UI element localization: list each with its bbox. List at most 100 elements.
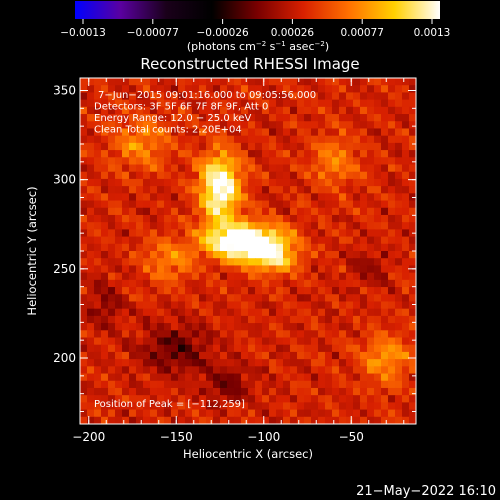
heat-cell (304, 294, 312, 303)
heat-cell (192, 85, 200, 94)
heat-cell (80, 272, 88, 281)
heat-cell (402, 380, 410, 389)
heat-cell (206, 409, 214, 418)
heat-cell (381, 222, 389, 230)
heat-cell (360, 214, 368, 223)
heat-cell (283, 387, 291, 396)
heat-cell (332, 373, 340, 382)
heat-cell (332, 344, 340, 353)
heat-cell (199, 344, 207, 353)
x-tick-label: −100 (247, 430, 280, 444)
heat-cell (360, 114, 368, 122)
heat-cell (241, 99, 249, 108)
heat-cell (311, 265, 319, 274)
heat-cell (199, 315, 207, 324)
heat-cell (332, 323, 340, 331)
heat-cell (213, 409, 221, 418)
heat-cell (241, 402, 249, 411)
heat-cell (262, 258, 270, 267)
heat-cell (269, 243, 277, 252)
heat-cell (115, 214, 123, 223)
heat-cell (80, 106, 88, 115)
heat-cell (276, 323, 284, 331)
heat-cell (94, 150, 102, 158)
heat-cell (199, 85, 207, 94)
heat-cell (192, 258, 200, 267)
heat-cell (290, 157, 298, 166)
heat-cell (122, 373, 130, 382)
heat-cell (164, 222, 172, 230)
heat-cell (192, 157, 200, 166)
heat-cell (220, 359, 228, 367)
heat-cell (115, 287, 123, 295)
heat-cell (269, 135, 277, 144)
heat-cell (206, 128, 214, 137)
heat-cell (374, 337, 382, 346)
heat-cell (255, 186, 263, 194)
heat-cell (206, 337, 214, 346)
heat-cell (325, 409, 333, 418)
heat-cell (325, 193, 333, 202)
heat-cell (143, 186, 151, 194)
heat-cell (101, 171, 109, 180)
heat-cell (269, 366, 277, 375)
heat-cell (325, 373, 333, 382)
heat-cell (164, 121, 172, 130)
heat-cell (388, 251, 396, 259)
heat-cell (192, 287, 200, 295)
heat-cell (297, 258, 305, 267)
heat-cell (339, 236, 347, 245)
heat-cell (164, 323, 172, 331)
heat-cell (101, 142, 109, 151)
heat-cell (94, 387, 102, 396)
heat-cell (388, 287, 396, 295)
heat-cell (122, 178, 130, 187)
heat-cell (262, 128, 270, 137)
heat-cell (164, 409, 172, 418)
heat-cell (297, 164, 305, 173)
heat-cell (304, 178, 312, 187)
heat-cell (374, 85, 382, 94)
heat-cell (164, 416, 172, 424)
heat-cell (227, 193, 235, 202)
heat-cell (206, 92, 214, 101)
heat-cell (353, 323, 361, 331)
heat-cell (234, 178, 242, 187)
heat-cell (402, 186, 410, 194)
heat-cell (276, 373, 284, 382)
heat-cell (381, 207, 389, 216)
heat-cell (262, 214, 270, 223)
heat-cell (409, 287, 416, 295)
heat-cell (297, 78, 305, 86)
heat-cell (185, 121, 193, 130)
heat-cell (255, 214, 263, 223)
heat-cell (213, 193, 221, 202)
heat-cell (115, 229, 123, 238)
heat-cell (269, 344, 277, 353)
heat-cell (360, 409, 368, 418)
heat-cell (318, 294, 326, 303)
heat-cell (395, 207, 403, 216)
heat-cell (290, 222, 298, 230)
heat-cell (374, 294, 382, 303)
heat-cell (367, 330, 375, 339)
heat-cell (248, 207, 256, 216)
heat-cell (115, 78, 123, 86)
heat-cell (304, 380, 312, 389)
heat-cell (150, 402, 158, 411)
heat-cell (304, 99, 312, 108)
heat-cell (297, 200, 305, 209)
heat-cell (248, 265, 256, 274)
heat-cell (136, 92, 144, 101)
heat-cell (311, 78, 319, 86)
heat-cell (402, 85, 410, 94)
heat-cell (297, 121, 305, 130)
heat-cell (367, 395, 375, 403)
heat-cell (213, 272, 221, 281)
heat-cell (129, 308, 137, 317)
heat-cell (234, 114, 242, 122)
heat-cell (220, 157, 228, 166)
heat-cell (80, 409, 88, 418)
heat-cell (241, 344, 249, 353)
heat-cell (234, 258, 242, 267)
